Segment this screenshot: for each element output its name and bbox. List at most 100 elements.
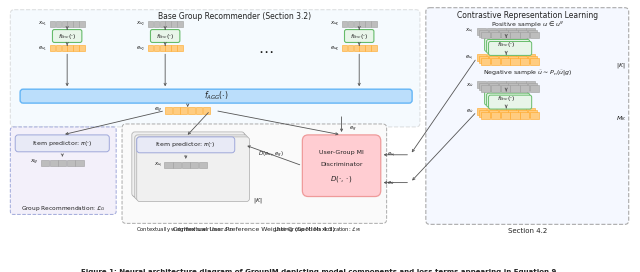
Text: $e_{u_2}$: $e_{u_2}$ [136, 44, 145, 53]
Bar [177, 21, 182, 27]
Bar [520, 112, 529, 119]
Text: $x_g$: $x_g$ [30, 158, 39, 167]
FancyBboxPatch shape [10, 10, 420, 127]
Text: Figure 1: Neural architecture diagram of GroupIM depicting model components and : Figure 1: Neural architecture diagram of… [81, 269, 559, 272]
Text: Contextual User Preference Weighting (Section 4.3): Contextual User Preference Weighting (Se… [173, 227, 335, 232]
Bar [506, 54, 516, 61]
Text: $x_{\tilde{u}}$: $x_{\tilde{u}}$ [466, 81, 474, 89]
Bar [499, 83, 508, 90]
Bar [195, 107, 202, 114]
FancyBboxPatch shape [488, 42, 532, 55]
Bar [479, 110, 488, 117]
Text: $|K|$: $|K|$ [616, 61, 626, 70]
Text: $x_{u_2}$: $x_{u_2}$ [136, 19, 145, 28]
Bar [159, 21, 165, 27]
Bar [526, 27, 535, 35]
Bar [528, 110, 537, 117]
Bar [166, 107, 172, 114]
Bar [360, 21, 365, 27]
Bar [173, 107, 180, 114]
Bar [530, 112, 540, 119]
Bar [172, 21, 177, 27]
FancyBboxPatch shape [132, 132, 244, 196]
FancyBboxPatch shape [122, 124, 387, 223]
Bar [76, 160, 84, 166]
Bar [477, 27, 486, 35]
Text: Base Group Recommender (Section 3.2): Base Group Recommender (Section 3.2) [158, 12, 311, 21]
Bar [61, 45, 67, 51]
FancyBboxPatch shape [15, 135, 109, 152]
Bar [516, 81, 525, 88]
Bar [371, 21, 376, 27]
Text: Group Recommendation: $\mathcal{L}_G$: Group Recommendation: $\mathcal{L}_G$ [21, 204, 106, 213]
Bar [497, 108, 506, 115]
Text: $e_{\tilde{u}}$: $e_{\tilde{u}}$ [466, 108, 474, 116]
Bar [479, 30, 488, 36]
Bar [74, 21, 79, 27]
Bar [67, 160, 75, 166]
FancyBboxPatch shape [484, 38, 528, 51]
Bar [497, 27, 506, 35]
Text: $\cdots$: $\cdots$ [259, 43, 274, 58]
Bar [479, 83, 488, 90]
Bar [173, 162, 181, 168]
Text: $x_{u_i}$: $x_{u_i}$ [154, 160, 162, 169]
Bar [67, 21, 73, 27]
Text: $x_{u_K}$: $x_{u_K}$ [330, 19, 340, 28]
Bar [177, 45, 182, 51]
Bar [508, 30, 518, 36]
Bar [511, 58, 520, 65]
Text: $M_K$: $M_K$ [616, 115, 626, 123]
Bar [371, 45, 376, 51]
Bar [487, 54, 496, 61]
Text: Section 4.2: Section 4.2 [508, 228, 547, 234]
FancyBboxPatch shape [486, 93, 530, 107]
Text: $f_{AGG}(\cdot)$: $f_{AGG}(\cdot)$ [204, 90, 228, 102]
Text: Negative sample $\tilde{u} \sim P_n(\tilde{u}|g)$: Negative sample $\tilde{u} \sim P_n(\til… [483, 69, 572, 78]
Bar [508, 83, 518, 90]
FancyBboxPatch shape [150, 30, 180, 42]
Bar [354, 21, 359, 27]
Bar [481, 58, 490, 65]
Text: User-Group MI Maximization: $\mathcal{L}_{MI}$: User-Group MI Maximization: $\mathcal{L}… [275, 225, 362, 234]
Text: $x_{u_1}$: $x_{u_1}$ [38, 19, 47, 28]
Bar [360, 45, 365, 51]
Bar [348, 21, 353, 27]
Bar [182, 162, 189, 168]
Bar [342, 21, 347, 27]
Bar [530, 58, 540, 65]
Text: Contrastive Representation Learning: Contrastive Representation Learning [457, 11, 598, 20]
Text: Item predictor: $\pi(\cdot)$: Item predictor: $\pi(\cdot)$ [32, 139, 93, 148]
Bar [518, 83, 527, 90]
Bar [520, 32, 529, 39]
Bar [67, 45, 73, 51]
Bar [518, 30, 527, 36]
Text: $e_{u_i}$: $e_{u_i}$ [387, 150, 396, 159]
Text: $f_{Enc}(\cdot)$: $f_{Enc}(\cdot)$ [58, 32, 76, 41]
Bar [528, 30, 537, 36]
Bar [497, 54, 506, 61]
Text: User-Group MI: User-Group MI [319, 150, 364, 155]
Text: $D(\cdot,\cdot)$: $D(\cdot,\cdot)$ [330, 174, 353, 184]
Bar [172, 45, 177, 51]
Bar [481, 85, 490, 92]
Bar [50, 160, 58, 166]
Bar [526, 81, 535, 88]
Bar [166, 45, 171, 51]
Bar [180, 107, 188, 114]
Bar [342, 45, 347, 51]
Bar [491, 32, 500, 39]
Bar [74, 45, 79, 51]
Bar [500, 58, 510, 65]
FancyBboxPatch shape [426, 8, 628, 224]
Bar [365, 45, 371, 51]
Bar [477, 108, 486, 115]
Bar [79, 45, 84, 51]
Bar [487, 27, 496, 35]
Bar [56, 45, 61, 51]
Bar [41, 160, 49, 166]
Bar [365, 21, 371, 27]
Bar [516, 27, 525, 35]
Bar [511, 85, 520, 92]
Bar [520, 58, 529, 65]
